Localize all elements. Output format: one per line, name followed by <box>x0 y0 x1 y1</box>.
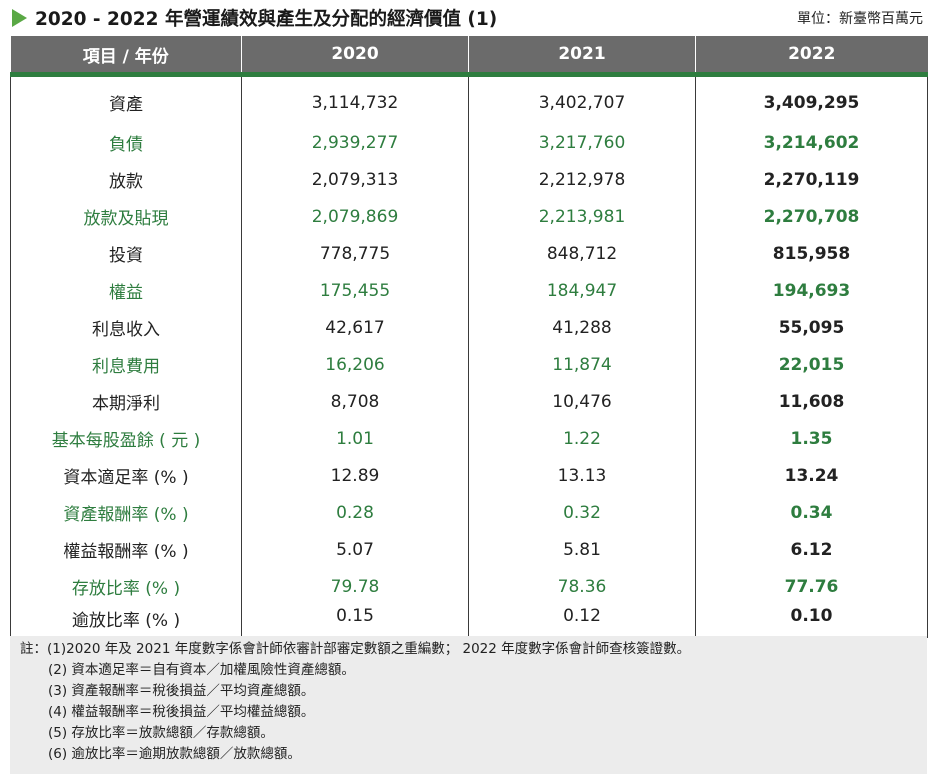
cell-roe-2021: 5.81 <box>468 531 696 568</box>
financial-table-container: 項目 / 年份 2020 2021 2022 資產 3,114,732 3,402,… <box>10 36 928 638</box>
header-2021: 2021 <box>468 36 696 75</box>
unit-label: 單位：新臺幣百萬元 <box>797 11 923 27</box>
cell-loans-and-discounts-2021: 2,213,981 <box>468 198 696 235</box>
cell-interest-expense-label: 利息費用 <box>10 346 242 383</box>
play-triangle-icon <box>12 9 27 27</box>
cell-equity-2020: 175,455 <box>241 272 469 309</box>
table-row-roa: 資產報酬率 (% ) 0.28 0.32 0.34 <box>10 494 928 531</box>
table-row-equity: 權益 175,455 184,947 194,693 <box>10 272 928 309</box>
cell-loans-and-discounts-2022: 2,270,708 <box>695 198 928 235</box>
cell-investments-2021: 848,712 <box>468 235 696 272</box>
cell-roa-label: 資產報酬率 (% ) <box>10 494 242 531</box>
cell-interest-expense-2020: 16,206 <box>241 346 469 383</box>
cell-eps-2020: 1.01 <box>241 420 469 457</box>
table-row-liabilities: 負債 2,939,277 3,217,760 3,214,602 <box>10 124 928 161</box>
cell-eps-label: 基本每股盈餘 ( 元 ) <box>10 420 242 457</box>
cell-investments-2020: 778,775 <box>241 235 469 272</box>
table-row-loan-deposit-ratio: 存放比率 (% ) 79.78 78.36 77.76 <box>10 568 928 605</box>
page-title: 2020 - 2022 年營運績效與產生及分配的經濟價值 (1) <box>35 9 498 30</box>
footnotes: 註：(1)2020 年及 2021 年度數字係會計師依審計部審定數額之重編數； … <box>10 636 927 774</box>
cell-investments-2022: 815,958 <box>695 235 928 272</box>
footnote-2: (2) 資本適足率＝自有資本／加權風險性資產總額。 <box>48 662 355 678</box>
header-2022: 2022 <box>695 36 928 75</box>
cell-eps-2022: 1.35 <box>695 420 928 457</box>
cell-investments-label: 投資 <box>10 235 242 272</box>
cell-roe-2022: 6.12 <box>695 531 928 568</box>
cell-liabilities-2020: 2,939,277 <box>241 124 469 161</box>
cell-eps-2021: 1.22 <box>468 420 696 457</box>
cell-loans-label: 放款 <box>10 161 242 198</box>
cell-liabilities-2022: 3,214,602 <box>695 124 928 161</box>
cell-interest-income-2021: 41,288 <box>468 309 696 346</box>
table-row-interest-income: 利息收入 42,617 41,288 55,095 <box>10 309 928 346</box>
header-2020: 2020 <box>241 36 469 75</box>
cell-interest-expense-2021: 11,874 <box>468 346 696 383</box>
cell-roe-label: 權益報酬率 (% ) <box>10 531 242 568</box>
cell-loan-deposit-ratio-2021: 78.36 <box>468 568 696 605</box>
cell-equity-2022: 194,693 <box>695 272 928 309</box>
header-item-year: 項目 / 年份 <box>10 36 242 75</box>
cell-loans-and-discounts-2020: 2,079,869 <box>241 198 469 235</box>
title-bar: 2020 - 2022 年營運績效與產生及分配的經濟價值 (1) 單位：新臺幣百… <box>0 0 933 34</box>
footnote-3: (3) 資產報酬率＝稅後損益／平均資產總額。 <box>48 683 315 699</box>
cell-npl-ratio-2020: 0.15 <box>241 605 469 638</box>
table-row-net-income: 本期淨利 8,708 10,476 11,608 <box>10 383 928 420</box>
cell-loans-2021: 2,212,978 <box>468 161 696 198</box>
cell-npl-ratio-label: 逾放比率 (% ) <box>10 605 242 638</box>
cell-net-income-label: 本期淨利 <box>10 383 242 420</box>
cell-liabilities-2021: 3,217,760 <box>468 124 696 161</box>
cell-capital-adequacy-ratio-label: 資本適足率 (% ) <box>10 457 242 494</box>
cell-loans-2020: 2,079,313 <box>241 161 469 198</box>
table-row-investments: 投資 778,775 848,712 815,958 <box>10 235 928 272</box>
table-row-npl-ratio: 逾放比率 (% ) 0.15 0.12 0.10 <box>10 605 928 638</box>
cell-roa-2022: 0.34 <box>695 494 928 531</box>
cell-interest-income-2020: 42,617 <box>241 309 469 346</box>
cell-npl-ratio-2021: 0.12 <box>468 605 696 638</box>
table-row-assets: 資產 3,114,732 3,402,707 3,409,295 <box>10 74 928 124</box>
cell-net-income-2020: 8,708 <box>241 383 469 420</box>
table-row-loans: 放款 2,079,313 2,212,978 2,270,119 <box>10 161 928 198</box>
cell-loans-2022: 2,270,119 <box>695 161 928 198</box>
cell-assets-2022: 3,409,295 <box>695 74 928 124</box>
cell-capital-adequacy-ratio-2020: 12.89 <box>241 457 469 494</box>
table-row-interest-expense: 利息費用 16,206 11,874 22,015 <box>10 346 928 383</box>
footnote-1: 註：(1)2020 年及 2021 年度數字係會計師依審計部審定數額之重編數； … <box>20 641 691 657</box>
cell-interest-expense-2022: 22,015 <box>695 346 928 383</box>
table-header-row: 項目 / 年份 2020 2021 2022 <box>10 36 928 75</box>
cell-loan-deposit-ratio-2022: 77.76 <box>695 568 928 605</box>
cell-capital-adequacy-ratio-2022: 13.24 <box>695 457 928 494</box>
table-row-roe: 權益報酬率 (% ) 5.07 5.81 6.12 <box>10 531 928 568</box>
table-row-eps: 基本每股盈餘 ( 元 ) 1.01 1.22 1.35 <box>10 420 928 457</box>
cell-assets-2020: 3,114,732 <box>241 74 469 124</box>
cell-roa-2020: 0.28 <box>241 494 469 531</box>
cell-roa-2021: 0.32 <box>468 494 696 531</box>
table-row-loans-and-discounts: 放款及貼現 2,079,869 2,213,981 2,270,708 <box>10 198 928 235</box>
cell-net-income-2021: 10,476 <box>468 383 696 420</box>
table-body: 資產 3,114,732 3,402,707 3,409,295 負債 2,939,277… <box>10 74 928 638</box>
footnote-4: (4) 權益報酬率＝稅後損益／平均權益總額。 <box>48 704 315 720</box>
cell-liabilities-label: 負債 <box>10 124 242 161</box>
cell-equity-label: 權益 <box>10 272 242 309</box>
cell-capital-adequacy-ratio-2021: 13.13 <box>468 457 696 494</box>
footnote-5: (5) 存放比率＝放款總額／存款總額。 <box>48 725 274 741</box>
footnote-6: (6) 逾放比率＝逾期放款總額／放款總額。 <box>48 746 301 762</box>
cell-loan-deposit-ratio-2020: 79.78 <box>241 568 469 605</box>
cell-assets-2021: 3,402,707 <box>468 74 696 124</box>
cell-npl-ratio-2022: 0.10 <box>695 605 928 638</box>
cell-roe-2020: 5.07 <box>241 531 469 568</box>
financial-table: 項目 / 年份 2020 2021 2022 資產 3,114,732 3,402,… <box>10 36 928 638</box>
cell-loans-and-discounts-label: 放款及貼現 <box>10 198 242 235</box>
cell-loan-deposit-ratio-label: 存放比率 (% ) <box>10 568 242 605</box>
cell-net-income-2022: 11,608 <box>695 383 928 420</box>
table-row-capital-adequacy-ratio: 資本適足率 (% ) 12.89 13.13 13.24 <box>10 457 928 494</box>
cell-interest-income-2022: 55,095 <box>695 309 928 346</box>
cell-equity-2021: 184,947 <box>468 272 696 309</box>
cell-interest-income-label: 利息收入 <box>10 309 242 346</box>
cell-assets-label: 資產 <box>10 74 242 124</box>
